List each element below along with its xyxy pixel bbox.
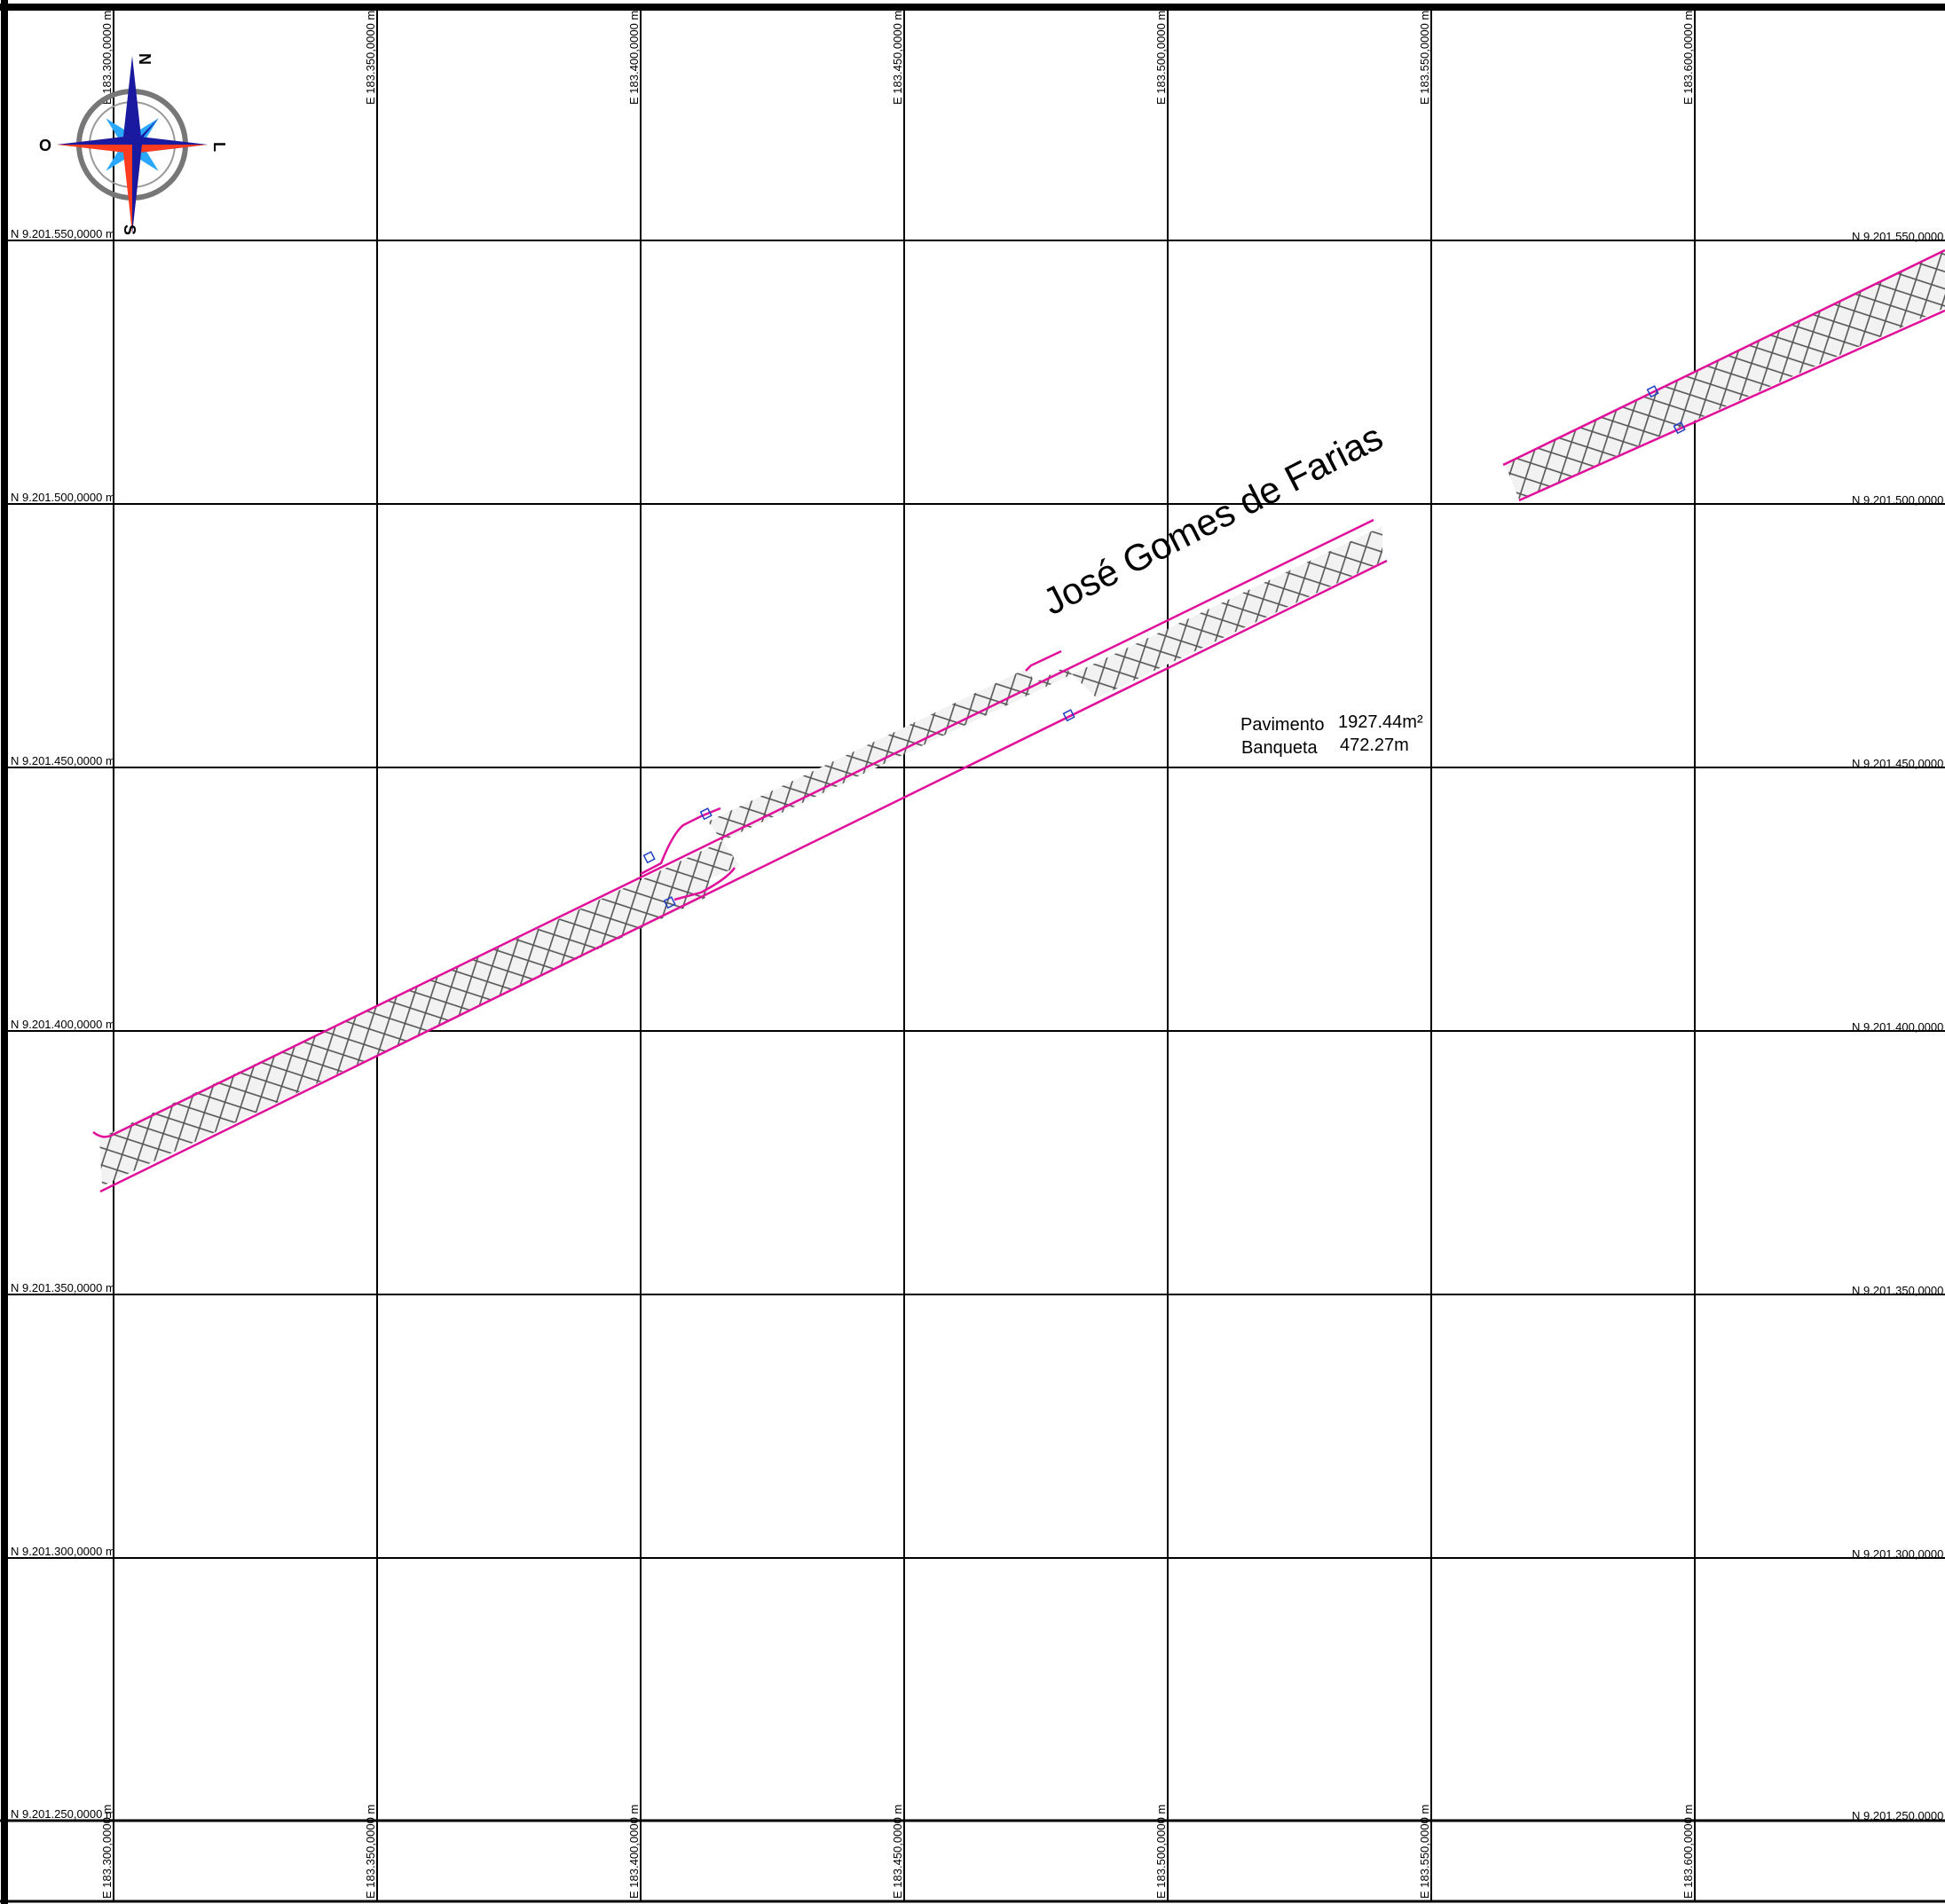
northing-label-left: N 9.201.400,0000 m <box>11 1018 115 1031</box>
easting-label-top: E 183.550,0000 m <box>1418 11 1431 105</box>
pavement-label: Pavimento <box>1240 715 1325 735</box>
coordinate-grid <box>7 7 1945 1901</box>
northing-label-left: N 9.201.300,0000 m <box>11 1545 115 1558</box>
northing-label-right: N 9.201.450,0000 m <box>1852 757 1945 770</box>
easting-label-bottom: E 183.400,0000 m <box>627 1805 641 1899</box>
northing-label-right: N 9.201.300,0000 m <box>1852 1547 1945 1561</box>
easting-label-bottom: E 183.550,0000 m <box>1418 1805 1431 1899</box>
northing-label-right: N 9.201.500,0000 m <box>1852 493 1945 507</box>
compass-north-label: N <box>136 53 154 65</box>
compass-rose-icon <box>57 56 208 233</box>
northing-label-right: N 9.201.350,0000 m <box>1852 1284 1945 1297</box>
easting-label-top: E 183.600,0000 m <box>1681 11 1695 105</box>
curb-value: 472.27m <box>1340 736 1409 755</box>
northing-label-left: N 9.201.250,0000 m <box>11 1807 115 1821</box>
northing-label-left: N 9.201.500,0000 m <box>11 491 115 504</box>
pavement-stats: Pavimento 1927.44m² Banqueta 472.27m <box>1240 712 1423 758</box>
road-segment-main <box>92 518 1388 1193</box>
northing-label-left: N 9.201.450,0000 m <box>11 754 115 767</box>
easting-label-top: E 183.300,0000 m <box>100 11 114 105</box>
easting-label-bottom: E 183.450,0000 m <box>891 1805 904 1899</box>
easting-label-bottom: E 183.300,0000 m <box>100 1805 114 1899</box>
easting-label-top: E 183.500,0000 m <box>1154 11 1168 105</box>
compass-east-label: L <box>210 142 228 152</box>
easting-label-top: E 183.400,0000 m <box>627 11 641 105</box>
easting-label-top: E 183.450,0000 m <box>891 11 904 105</box>
pavement-value: 1927.44m² <box>1338 712 1423 732</box>
northing-label-left: N 9.201.350,0000 m <box>11 1281 115 1294</box>
curb-label: Banqueta <box>1241 738 1319 758</box>
easting-label-bottom: E 183.500,0000 m <box>1154 1805 1168 1899</box>
northing-label-right: N 9.201.550,0000 m <box>1852 230 1945 243</box>
northing-label-right: N 9.201.250,0000 m <box>1852 1809 1945 1822</box>
compass-south-label: S <box>121 224 138 235</box>
easting-label-top: E 183.350,0000 m <box>364 11 377 105</box>
easting-label-bottom: E 183.350,0000 m <box>364 1805 377 1899</box>
northing-label-left: N 9.201.550,0000 m <box>11 227 115 240</box>
road-segment-northeast <box>1502 248 1945 502</box>
northing-label-right: N 9.201.400,0000 m <box>1852 1020 1945 1034</box>
compass-west-label: O <box>39 137 51 154</box>
easting-label-bottom: E 183.600,0000 m <box>1681 1805 1695 1899</box>
